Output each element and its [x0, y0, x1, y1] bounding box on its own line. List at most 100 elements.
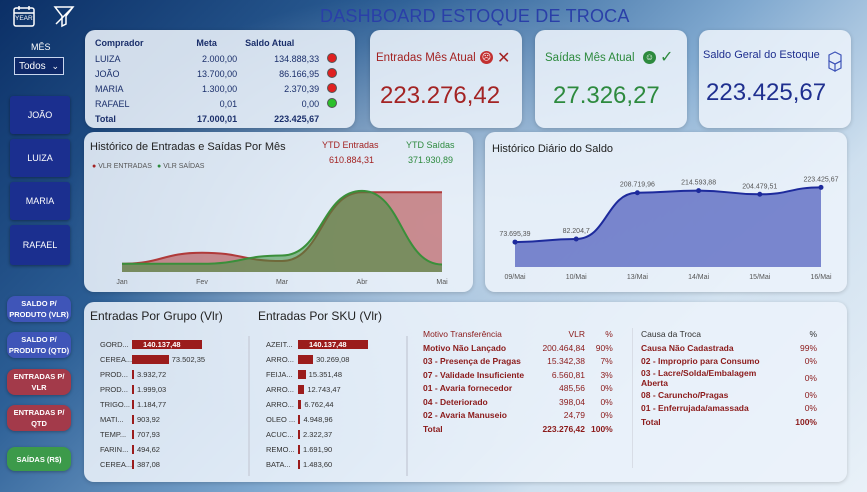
nav-saldo-vlr-button[interactable]: SALDO P/ PRODUTO (VLR) [7, 296, 71, 322]
bar-row[interactable]: REMO... 1.691,90 [266, 443, 332, 455]
cell-motivo: Total [423, 423, 443, 434]
table-total-row: Total 223.276,42 100% [420, 422, 616, 436]
nav-saldo-qtd-button[interactable]: SALDO P/ PRODUTO (QTD) [7, 332, 71, 358]
table-row[interactable]: 08 - Caruncho/Pragas 0% [638, 388, 820, 402]
kpi-saldo-label: Saldo Geral do Estoque [703, 49, 820, 61]
bar-row[interactable]: CEREA... 73.502,35 [100, 353, 205, 365]
cell-meta: 1.300,00 [202, 83, 238, 94]
person-button-joao[interactable]: JOÃO [10, 96, 70, 134]
col-header-causa[interactable]: Causa da Troca [641, 329, 702, 339]
bar [132, 354, 169, 364]
bar-row[interactable]: ACUC... 2.322,37 [266, 428, 332, 440]
bar-value: 3.932,72 [137, 369, 167, 379]
hist-es-chart[interactable]: Jan Fev Mar Abr Mai [84, 132, 473, 292]
table-row[interactable]: 02 - Avaria Manuseio 24,79 0% [420, 409, 616, 423]
col-header-pct[interactable]: % [809, 329, 817, 339]
table-row[interactable]: 02 - Improprio para Consumo 0% [638, 355, 820, 369]
cell-causa: 03 - Lacre/Solda/Embalagem Aberta [641, 368, 757, 388]
calendar-label: YEAR [15, 15, 33, 22]
bar-label: FEIJA... [266, 369, 293, 379]
bar-label: CEREA... [100, 354, 133, 364]
cell-saldo: 223.425,67 [274, 113, 320, 124]
calendar-icon[interactable]: YEAR [12, 4, 36, 28]
cell-name: Total [95, 113, 116, 124]
nav-entradas-qtd-button[interactable]: ENTRADAS P/ QTD [7, 405, 71, 431]
bar-row[interactable]: CEREA... 387,08 [100, 458, 160, 470]
bar-row[interactable]: ARRO... 12.743,47 [266, 383, 341, 395]
divider [406, 336, 408, 476]
table-row[interactable]: RAFAEL 0,01 0,00 [91, 96, 349, 111]
bar [132, 339, 202, 349]
bar-row[interactable]: ARRO... 6.762,44 [266, 398, 334, 410]
person-button-label: JOÃO [27, 110, 53, 120]
bar-row[interactable]: FARIN... 494,62 [100, 443, 160, 455]
person-button-maria[interactable]: MARIA [10, 182, 70, 220]
table-row[interactable]: 03 - Lacre/Solda/Embalagem Aberta 0% [638, 368, 820, 388]
cell-vlr: 6.560,81 [551, 369, 585, 380]
col-header-pct[interactable]: % [605, 329, 613, 339]
cell-pct: 7% [600, 356, 613, 367]
bar-value: 1.999,03 [137, 384, 167, 394]
x-tick-label: 10/Mai [566, 274, 587, 281]
bar-row[interactable]: FEIJA... 15.351,48 [266, 368, 342, 380]
bar-value: 12.743,47 [307, 384, 341, 394]
cell-pct: 0% [804, 356, 817, 367]
table-row[interactable]: Causa Não Cadastrada 99% [638, 341, 820, 355]
bar-label: TEMP... [100, 429, 127, 439]
table-row[interactable]: 01 - Avaria fornecedor 485,56 0% [420, 382, 616, 396]
sku-bar-chart[interactable]: AZEIT... 140.137,48 ARRO... 30.269,08 FEIJA.… [266, 338, 411, 478]
table-row[interactable]: JOÃO 13.700,00 86.166,95 [91, 66, 349, 81]
bar-row[interactable]: TRIGO... 1.184,77 [100, 398, 166, 410]
series-line-1 [122, 189, 443, 266]
cell-causa: 02 - Improprio para Consumo [641, 356, 760, 367]
cell-pct: 99% [799, 342, 817, 353]
hist-diario-card: Histórico Diário do Saldo 73.695,39 09/Ma… [485, 132, 847, 292]
col-header-saldo[interactable]: Saldo Atual [241, 35, 323, 51]
col-header-vlr[interactable]: VLR [568, 329, 585, 339]
data-label: 204.479,51 [742, 183, 777, 190]
table-row[interactable]: LUIZA 2.000,00 134.888,33 [91, 51, 349, 66]
bar-row[interactable]: PROD... 3.932,72 [100, 368, 166, 380]
bar-row[interactable]: AZEIT... 140.137,48 [266, 338, 368, 350]
bar-row[interactable]: BATA... 1.483,60 [266, 458, 332, 470]
nav-label: ENTRADAS P/ VLR [13, 372, 65, 392]
bar-value: 73.502,35 [171, 354, 206, 364]
bar-row[interactable]: MATI... 903,92 [100, 413, 160, 425]
kpi-saidas-card: Saídas Mês Atual ☺ ✓ 27.326,27 [535, 30, 687, 128]
col-header-meta[interactable]: Meta [196, 38, 217, 48]
bar-row[interactable]: OLEO ... 4.948,96 [266, 413, 333, 425]
bar-row[interactable]: TEMP... 707,93 [100, 428, 160, 440]
table-row[interactable]: MARIA 1.300,00 2.370,39 [91, 81, 349, 96]
x-tick-label: Mai [436, 279, 448, 286]
bar-value: 903,92 [137, 414, 160, 424]
bar-value: 2.322,37 [303, 429, 333, 439]
cell-meta: 0,01 [219, 98, 238, 109]
table-row[interactable]: 07 - Validade Insuficiente 6.560,81 3% [420, 368, 616, 382]
person-button-luiza[interactable]: LUIZA [10, 139, 70, 177]
clear-filter-icon[interactable] [52, 4, 76, 28]
table-row[interactable]: 03 - Presença de Pragas 15.342,38 7% [420, 355, 616, 369]
table-row[interactable]: Motivo Não Lançado 200.464,84 90% [420, 341, 616, 355]
bar-row[interactable]: PROD... 1.999,03 [100, 383, 166, 395]
bar-row[interactable]: ARRO... 30.269,08 [266, 353, 349, 365]
nav-saidas-button[interactable]: SAÍDAS (R$) [7, 447, 71, 471]
data-label: 208.719,96 [620, 182, 655, 189]
col-header-comprador[interactable]: Comprador [95, 38, 144, 48]
bar-value: 30.269,08 [316, 354, 350, 364]
cell-pct: 0% [804, 389, 817, 400]
nav-entradas-vlr-button[interactable]: ENTRADAS P/ VLR [7, 369, 71, 395]
person-button-rafael[interactable]: RAFAEL [10, 225, 70, 265]
bar-value: 387,08 [137, 459, 160, 469]
kpi-entradas-value: 223.276,42 [380, 82, 501, 109]
hist-diario-chart[interactable]: 73.695,39 09/Mai 82.204,7 10/Mai 208.719,96 1… [485, 132, 847, 292]
grupo-bar-chart[interactable]: GORD... 140.137,48 CEREA... 73.502,35 PROD..… [100, 338, 245, 478]
cell-causa: Total [641, 416, 661, 427]
col-header-motivo[interactable]: Motivo Transferência [423, 329, 502, 339]
bar-row[interactable]: GORD... 140.137,48 [100, 338, 202, 350]
month-filter-select[interactable]: Todos ⌄ [14, 57, 64, 75]
col-header-status [323, 35, 349, 51]
table-row[interactable]: 04 - Deteriorado 398,04 0% [420, 395, 616, 409]
cell-saldo: 0,00 [301, 98, 320, 109]
cell-pct: 0% [600, 410, 613, 421]
table-row[interactable]: 01 - Enferrujada/amassada 0% [638, 402, 820, 416]
